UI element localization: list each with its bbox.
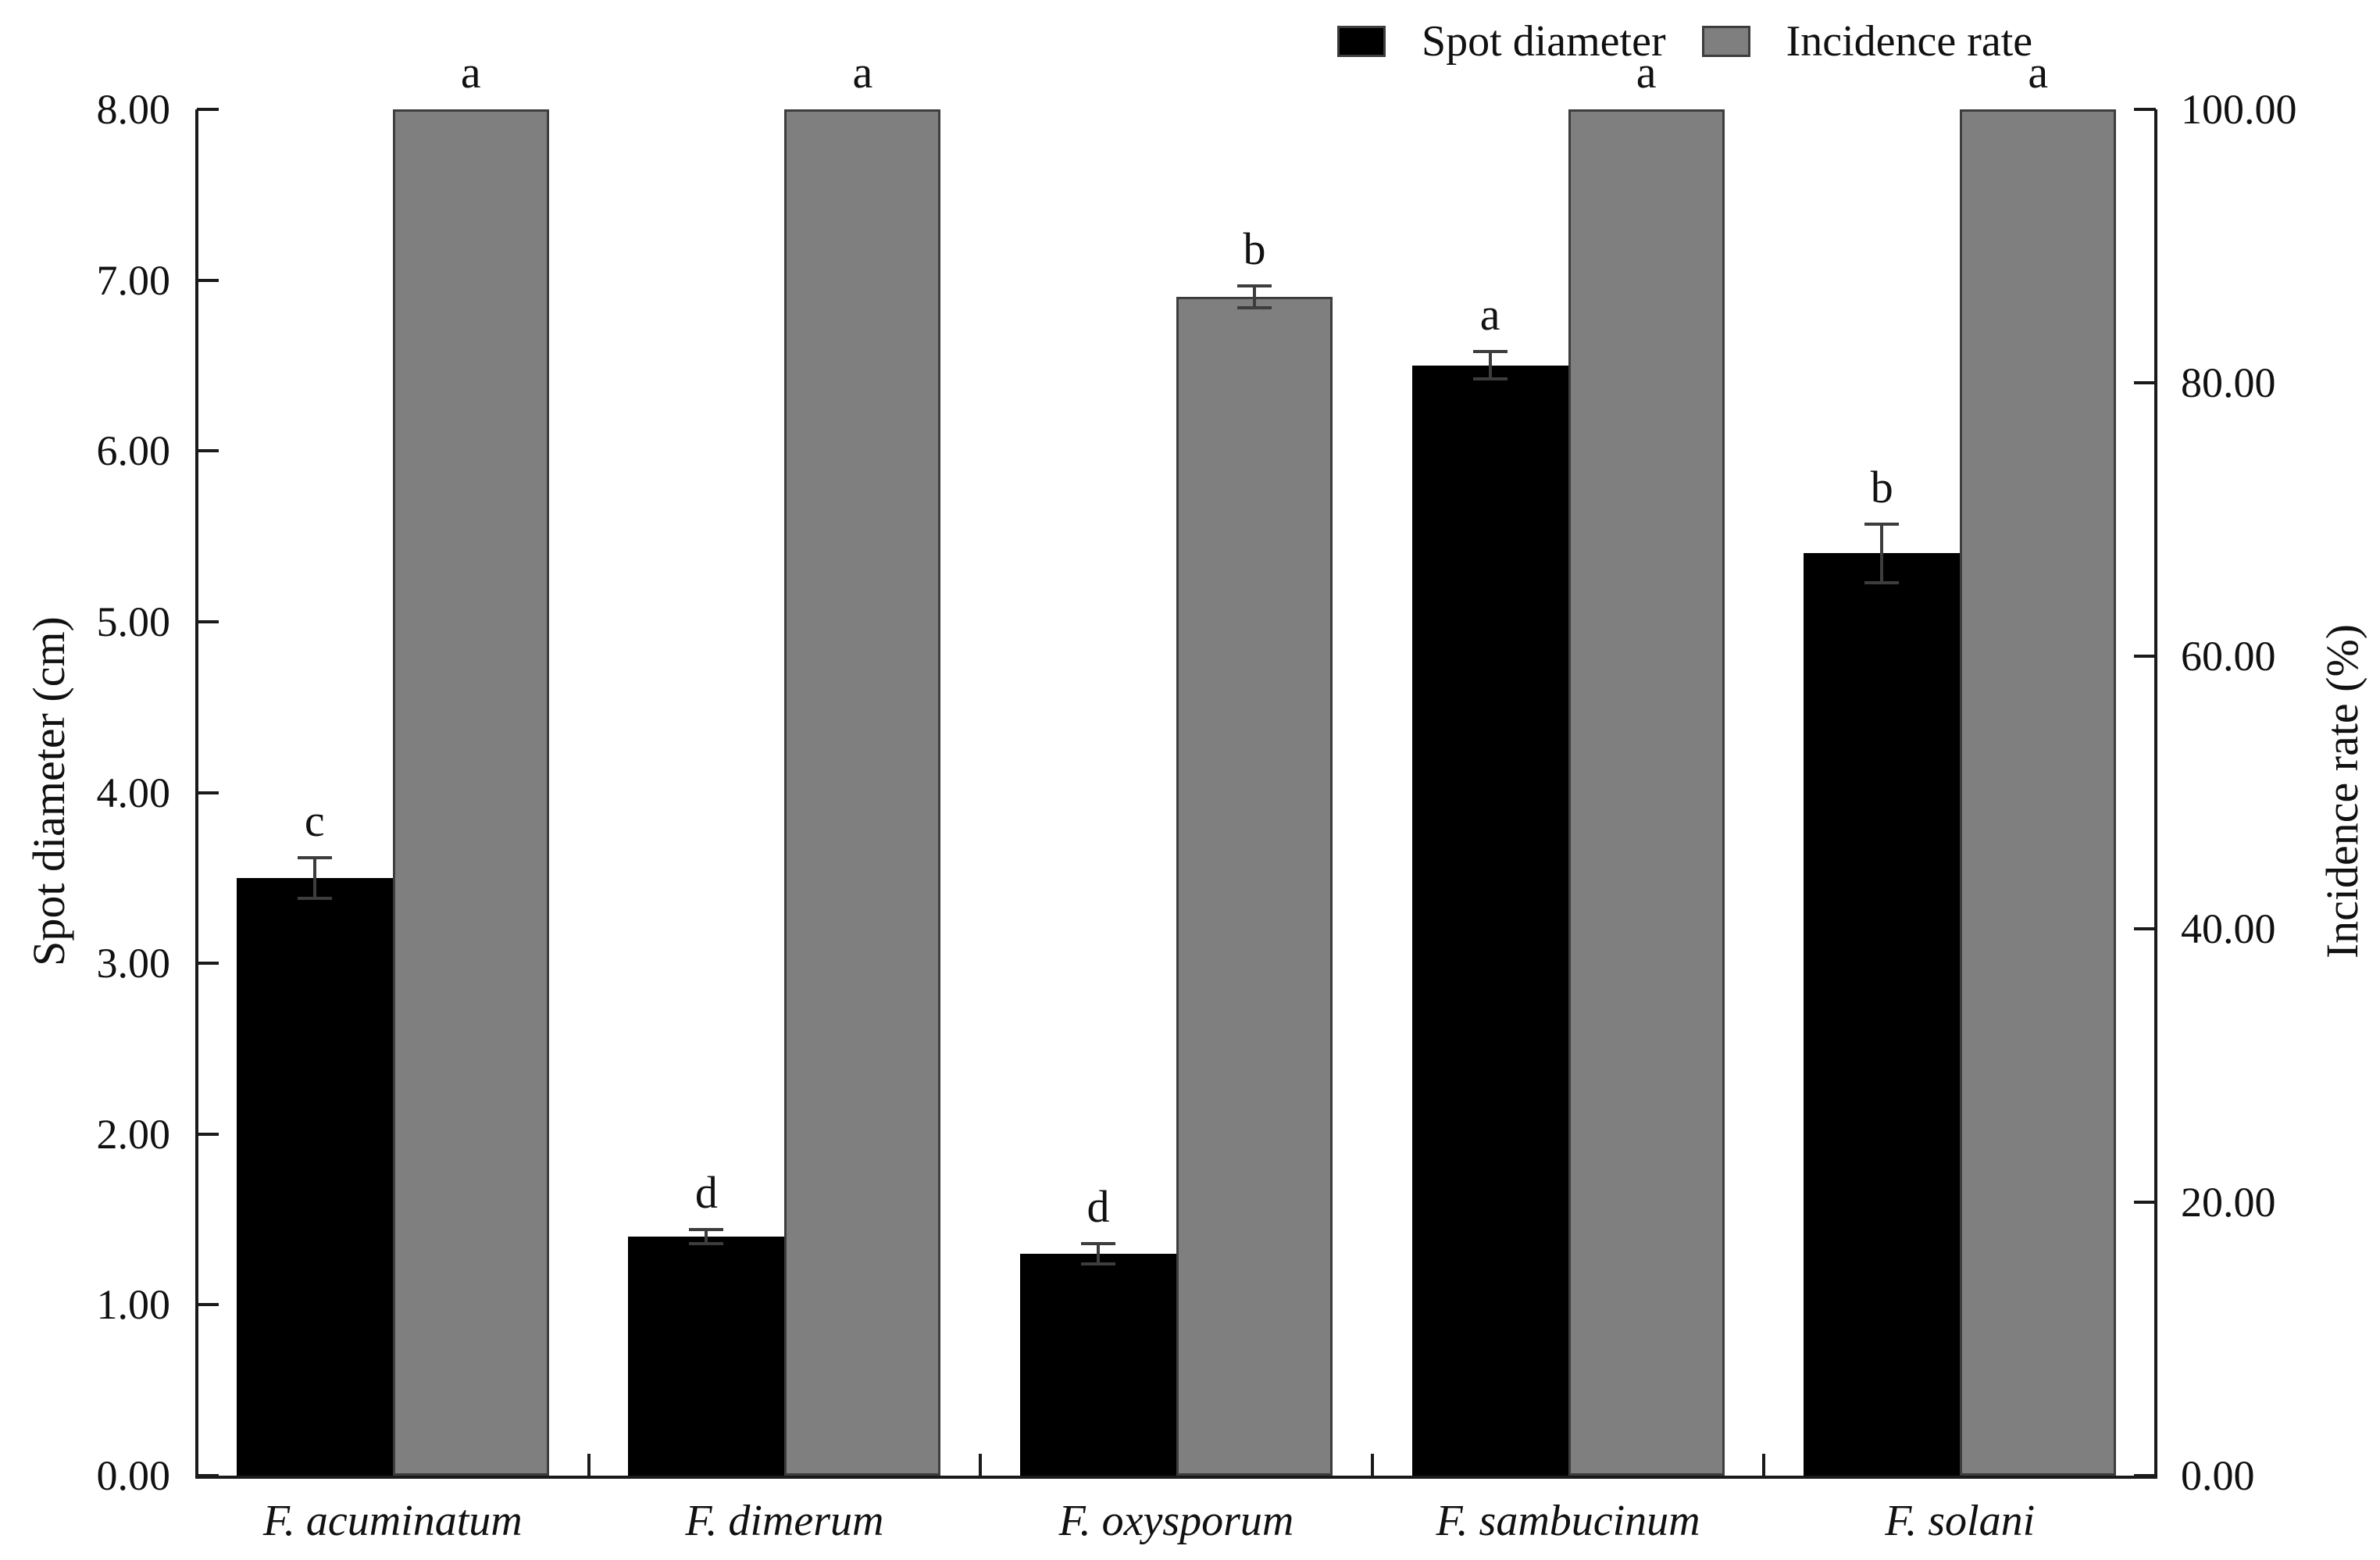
bar-incidence-rate-f-acuminatum — [392, 109, 549, 1476]
right-axis-tick-label: 100.00 — [2181, 86, 2297, 133]
right-y-axis-line — [2154, 109, 2157, 1479]
bar-spot-diameter-f-sambucinum — [1411, 365, 1568, 1476]
error-bar-top-cap — [1237, 284, 1272, 287]
error-bar — [1253, 285, 1256, 308]
right-axis-tick — [2134, 108, 2156, 111]
significance-letter: d — [694, 1167, 718, 1219]
error-bar-top-cap — [1864, 523, 1900, 527]
left-axis-tick-label: 3.00 — [96, 940, 171, 987]
error-bar-bottom-cap — [1081, 1262, 1115, 1265]
x-axis-boundary-tick — [587, 1454, 591, 1476]
legend-label: Incidence rate — [1786, 17, 2033, 66]
category-label: F. solani — [1885, 1497, 2036, 1545]
category-label: F. oxysporum — [1058, 1497, 1294, 1545]
left-axis-tick — [197, 962, 219, 966]
error-bar-bottom-cap — [1237, 305, 1272, 309]
right-axis-tick-label: 40.00 — [2181, 905, 2276, 953]
gray-square-swatch — [1701, 26, 1750, 57]
left-axis-tick — [197, 791, 219, 794]
significance-letter: a — [1479, 289, 1500, 341]
bar-incidence-rate-f-oxysporum — [1176, 296, 1333, 1476]
left-axis-tick — [197, 108, 219, 111]
error-bar — [312, 857, 316, 899]
left-axis-tick-label: 5.00 — [96, 598, 171, 645]
error-bar-top-cap — [1472, 350, 1508, 354]
bar-spot-diameter-f-acuminatum — [236, 877, 393, 1476]
right-axis-tick — [2134, 927, 2156, 931]
right-axis-title: Incidence rate (%) — [2317, 623, 2368, 959]
error-bar-bottom-cap — [1864, 580, 1900, 584]
right-axis-tick — [2134, 1201, 2156, 1205]
bar-spot-diameter-f-solani — [1804, 553, 1961, 1476]
x-axis-boundary-tick — [1762, 1454, 1766, 1476]
x-axis-line — [195, 1476, 2157, 1479]
legend-item: Incidence rate — [1701, 17, 2033, 66]
chart-legend: Spot diameter Incidence rate — [1337, 17, 2032, 66]
bar-incidence-rate-f-dimerum — [784, 109, 941, 1476]
left-axis-tick — [197, 1303, 219, 1307]
left-axis-tick-label: 1.00 — [96, 1281, 171, 1329]
right-axis-tick-label: 80.00 — [2181, 359, 2276, 406]
error-bar — [1097, 1243, 1100, 1264]
error-bar — [1488, 352, 1492, 380]
error-bar — [1880, 524, 1884, 583]
right-axis-tick-label: 20.00 — [2181, 1179, 2276, 1226]
legend-label: Spot diameter — [1422, 17, 1666, 66]
left-axis-tick-label: 0.00 — [96, 1452, 171, 1499]
right-axis-tick — [2134, 654, 2156, 658]
bar-incidence-rate-f-sambucinum — [1568, 109, 1725, 1476]
error-bar-bottom-cap — [297, 897, 332, 901]
significance-letter: d — [1087, 1180, 1110, 1232]
left-axis-tick-label: 4.00 — [96, 769, 171, 816]
significance-letter: c — [304, 794, 325, 846]
black-square-swatch — [1337, 26, 1386, 57]
significance-letter: a — [852, 47, 873, 98]
significance-letter: a — [1636, 47, 1657, 98]
right-axis-tick — [2134, 380, 2156, 384]
bar-spot-diameter-f-oxysporum — [1020, 1253, 1176, 1476]
legend-item: Spot diameter — [1337, 17, 1666, 66]
left-axis-tick-label: 8.00 — [96, 86, 171, 133]
error-bar — [705, 1230, 708, 1244]
left-axis-tick — [197, 1474, 219, 1477]
x-axis-boundary-tick — [979, 1454, 983, 1476]
right-axis-tick — [2134, 1474, 2156, 1477]
bar-spot-diameter-f-dimerum — [628, 1236, 785, 1476]
significance-letter: a — [2028, 47, 2049, 98]
significance-letter: b — [1870, 462, 1893, 513]
error-bar-bottom-cap — [689, 1241, 724, 1245]
significance-letter: b — [1243, 223, 1266, 274]
left-y-axis-line — [195, 109, 198, 1479]
x-axis-boundary-tick — [1370, 1454, 1374, 1476]
left-axis-tick-label: 6.00 — [96, 427, 171, 475]
bar-incidence-rate-f-solani — [1960, 109, 2117, 1476]
category-label: F. dimerum — [685, 1497, 884, 1545]
left-axis-tick-label: 7.00 — [96, 256, 171, 304]
error-bar-top-cap — [1081, 1241, 1115, 1245]
significance-letter: a — [460, 47, 481, 98]
left-axis-tick — [197, 1132, 219, 1136]
right-axis-tick-label: 60.00 — [2181, 632, 2276, 680]
error-bar-top-cap — [297, 855, 332, 859]
error-bar-bottom-cap — [1472, 377, 1508, 381]
left-axis-tick — [197, 449, 219, 453]
category-label: F. acuminatum — [262, 1497, 523, 1545]
left-axis-tick — [197, 619, 219, 623]
right-axis-tick-label: 0.00 — [2181, 1452, 2255, 1499]
category-label: F. sambucinum — [1436, 1497, 1700, 1545]
error-bar-top-cap — [689, 1228, 724, 1232]
left-axis-tick-label: 2.00 — [96, 1110, 171, 1158]
left-axis-tick — [197, 278, 219, 282]
